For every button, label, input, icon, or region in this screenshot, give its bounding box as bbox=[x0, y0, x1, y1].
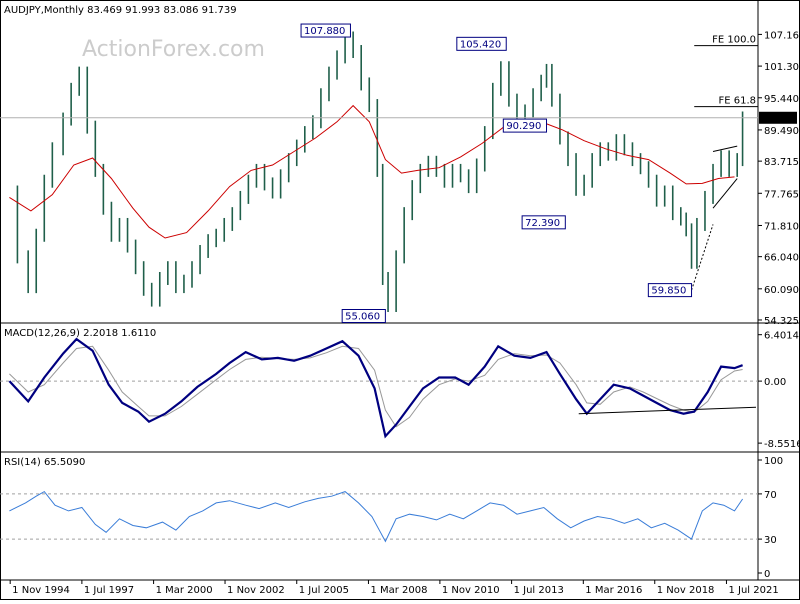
annotation-box bbox=[300, 23, 351, 38]
time-tick-label: 1 Nov 1994 bbox=[12, 585, 70, 596]
trend-line bbox=[712, 145, 738, 152]
annotation-label: 107.880 bbox=[304, 26, 345, 37]
annotation-label: 90.290 bbox=[506, 121, 541, 132]
time-tick-label: 1 Jul 2013 bbox=[514, 585, 564, 596]
time-tick-label: 1 Jul 2021 bbox=[728, 585, 778, 596]
fib-level-label: FE 100.0 bbox=[712, 35, 756, 46]
macd-tick-label: 6.4014 bbox=[764, 331, 799, 342]
macd-line bbox=[8, 337, 743, 439]
trend-line bbox=[712, 178, 738, 209]
price-tick-label: 89.490 bbox=[764, 126, 799, 137]
macd-title: MACD(12,26,9) 2.2018 1.6110 bbox=[4, 328, 156, 339]
axes: 107.165 101.300 95.440 89.490 83.715 77.765 71… bbox=[9, 30, 800, 596]
rsi-line bbox=[9, 490, 744, 543]
macd-panel bbox=[0, 337, 758, 439]
price-tick-label: 95.440 bbox=[764, 94, 799, 105]
current-price-label: 91.739 bbox=[762, 114, 797, 125]
current-price-marker bbox=[759, 111, 797, 124]
fib-level-label: FE 61.8 bbox=[718, 96, 756, 107]
time-tick-label: 1 Mar 2000 bbox=[156, 585, 213, 596]
trend-line bbox=[691, 224, 714, 291]
annotation-box bbox=[647, 283, 693, 298]
time-tick-label: 1 Jul 1997 bbox=[84, 585, 134, 596]
price-panel: 91.739 FE 100.0 FE 61.8 107.880 105.420 90.29… bbox=[0, 23, 797, 324]
price-tick-label: 77.765 bbox=[764, 189, 799, 200]
price-tick-label: 71.810 bbox=[764, 221, 799, 232]
chart-header: AUDJPY,Monthly 83.469 91.993 83.086 91.7… bbox=[4, 5, 237, 16]
time-tick-label: 1 Mar 2008 bbox=[370, 585, 427, 596]
macd-tick-label: -8.5516 bbox=[764, 439, 800, 450]
watermark: ActionForex.com bbox=[82, 37, 265, 62]
rsi-tick-label: 100 bbox=[764, 456, 783, 467]
annotation-label: 105.420 bbox=[460, 39, 501, 50]
time-tick-label: 1 Nov 2010 bbox=[442, 585, 500, 596]
rsi-panel bbox=[0, 490, 758, 543]
annotation-box bbox=[341, 309, 386, 324]
macd-tick-label: 0.00 bbox=[764, 377, 786, 388]
rsi-title: RSI(14) 65.5090 bbox=[4, 457, 85, 468]
price-tick-label: 83.715 bbox=[764, 157, 799, 168]
rsi-tick-label: 70 bbox=[764, 490, 777, 501]
macd-signal-line bbox=[9, 345, 743, 428]
annotation-box bbox=[502, 118, 548, 133]
annotation-label: 55.060 bbox=[345, 312, 380, 323]
price-tick-label: 66.040 bbox=[764, 253, 799, 264]
rsi-tick-label: 30 bbox=[764, 535, 777, 546]
annotation-box bbox=[456, 36, 507, 51]
time-tick-label: 1 Nov 2018 bbox=[657, 585, 715, 596]
price-tick-label: 54.325 bbox=[764, 316, 799, 327]
annotation-label: 72.390 bbox=[525, 218, 560, 229]
price-tick-label: 107.165 bbox=[764, 30, 800, 41]
time-tick-label: 1 Nov 2002 bbox=[227, 585, 285, 596]
rsi-tick-label: 0 bbox=[764, 569, 770, 580]
annotation-label: 59.850 bbox=[651, 286, 686, 297]
ma-line bbox=[9, 104, 735, 239]
annotation-box bbox=[521, 215, 566, 230]
price-tick-label: 60.090 bbox=[764, 285, 799, 296]
macd-trend-line bbox=[578, 406, 757, 415]
price-tick-label: 101.300 bbox=[764, 62, 800, 73]
time-tick-label: 1 Mar 2016 bbox=[585, 585, 642, 596]
time-tick-label: 1 Jul 2005 bbox=[299, 585, 349, 596]
